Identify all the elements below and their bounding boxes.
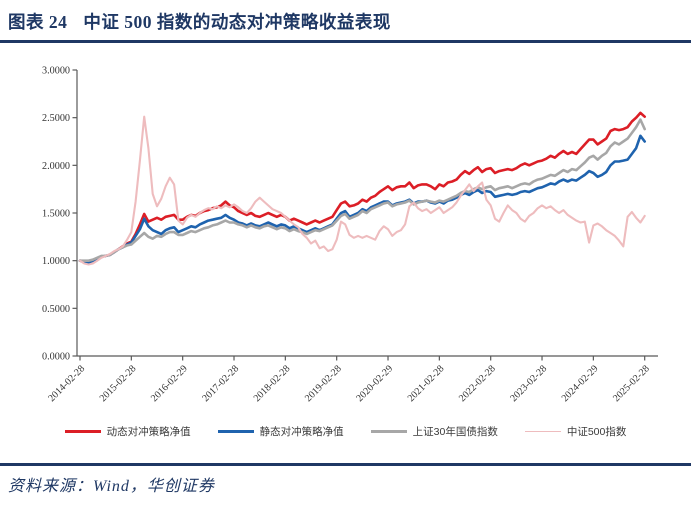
series-line-2 bbox=[78, 118, 647, 262]
x-tick-label: 2019-02-28 bbox=[303, 363, 344, 404]
chart-number-label: 图表 24 bbox=[8, 12, 68, 32]
source-note: 资料来源：Wind，华创证券 bbox=[8, 478, 215, 495]
y-tick-label: 2.5000 bbox=[42, 113, 70, 124]
chart-title: 中证 500 指数的动态对冲策略收益表现 bbox=[83, 12, 391, 32]
legend-swatch-1 bbox=[217, 430, 254, 433]
legend-label-2: 上证30年国债指数 bbox=[412, 426, 498, 438]
x-tick-label: 2023-02-28 bbox=[508, 363, 549, 404]
x-tick-label: 2024-02-29 bbox=[560, 363, 601, 404]
legend-swatch-3 bbox=[524, 430, 561, 433]
footer-divider-rule bbox=[0, 463, 691, 466]
title-divider-rule bbox=[0, 40, 691, 43]
legend-swatch-0 bbox=[64, 430, 101, 433]
chart-title-row: 图表 24 中证 500 指数的动态对冲策略收益表现 bbox=[8, 9, 683, 34]
legend-item-3: 中证500指数 bbox=[524, 424, 627, 439]
legend-label-1: 静态对冲策略净值 bbox=[259, 426, 344, 438]
x-tick-label: 2021-02-28 bbox=[406, 363, 447, 404]
x-tick-label: 2022-02-28 bbox=[457, 363, 498, 404]
x-tick-label: 2014-02-28 bbox=[46, 363, 87, 404]
legend-label-0: 动态对冲策略净值 bbox=[106, 426, 191, 438]
x-tick-label: 2020-02-29 bbox=[354, 363, 395, 404]
chart-area: 0.0000 0.5000 1.0000 1.5000 2.0000 2.5000 3.00… bbox=[0, 48, 691, 420]
chart-legend: 动态对冲策略净值 静态对冲策略净值 上证30年国债指数 中证500指数 bbox=[0, 424, 691, 439]
series-line-1 bbox=[78, 134, 647, 264]
y-tick-label: 1.0000 bbox=[42, 256, 70, 267]
line-chart: 0.0000 0.5000 1.0000 1.5000 2.0000 2.5000 3.00… bbox=[42, 66, 658, 404]
y-tick-label: 0.0000 bbox=[42, 352, 70, 363]
legend-item-1: 静态对冲策略净值 bbox=[217, 424, 344, 439]
legend-item-2: 上证30年国债指数 bbox=[370, 424, 498, 439]
x-tick-label: 2015-02-28 bbox=[98, 363, 139, 404]
y-tick-label: 1.5000 bbox=[42, 209, 70, 220]
legend-label-3: 中证500指数 bbox=[566, 426, 627, 438]
x-tick-label: 2017-02-28 bbox=[200, 363, 241, 404]
x-tick-label: 2025-02-28 bbox=[611, 363, 652, 404]
x-tick-label: 2016-02-29 bbox=[149, 363, 190, 404]
y-tick-label: 3.0000 bbox=[42, 66, 70, 77]
series-line-3 bbox=[78, 115, 646, 266]
y-tick-label: 2.0000 bbox=[42, 161, 70, 172]
y-tick-label: 0.5000 bbox=[42, 304, 70, 315]
legend-swatch-2 bbox=[370, 430, 407, 433]
legend-item-0: 动态对冲策略净值 bbox=[64, 424, 191, 439]
series-line-0 bbox=[78, 111, 647, 264]
x-tick-label: 2018-02-28 bbox=[252, 363, 293, 404]
